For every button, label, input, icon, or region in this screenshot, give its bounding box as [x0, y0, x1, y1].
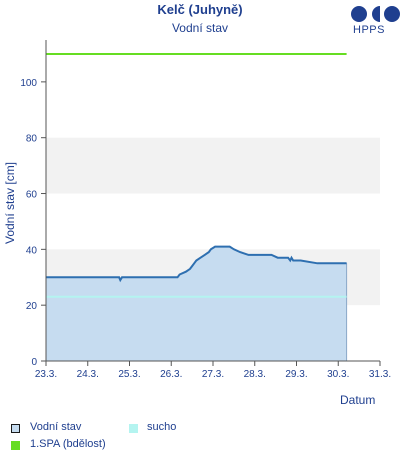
x-tick-label-7: 30.3. [327, 369, 349, 380]
x-tick-label-2: 25.3. [118, 369, 140, 380]
y-tick-label-100: 100 [20, 78, 37, 89]
legend-label-water-level: Vodní stav [30, 421, 82, 433]
y-ticks: 0 20 40 60 80 100 [20, 78, 46, 368]
reference-lines [46, 52, 347, 298]
water-level-area [46, 245, 348, 361]
x-ticks: 23.3. 24.3. 25.3. 26.3. 27.3. 28.3. 29.3. 30.3.… [35, 361, 391, 380]
x-tick-label-1: 24.3. [77, 369, 99, 380]
y-tick-label-60: 60 [26, 190, 38, 201]
water-level-line [46, 245, 347, 283]
legend-swatch-drought [129, 424, 138, 433]
x-axis-label: Datum [340, 393, 375, 407]
chart-subtitle: Vodní stav [171, 21, 229, 35]
x-tick-label-6: 29.3. [285, 369, 307, 380]
y-tick-label-40: 40 [26, 245, 38, 256]
logo-text: HPPS [353, 24, 385, 36]
y-tick-label-20: 20 [26, 301, 38, 312]
chart-title: Kelč (Juhyně) [157, 2, 243, 17]
y-tick-label-80: 80 [26, 134, 38, 145]
x-tick-label-3: 26.3. [160, 369, 182, 380]
hpps-logo [351, 6, 400, 22]
legend-swatch-water-level [11, 424, 20, 433]
legend-label-spa1: 1.SPA (bdělost) [30, 438, 106, 450]
legend-label-drought: sucho [147, 421, 177, 433]
x-tick-label-0: 23.3. [35, 369, 57, 380]
x-tick-label-5: 28.3. [244, 369, 266, 380]
x-tick-label-4: 27.3. [202, 369, 224, 380]
legend-swatch-spa1 [11, 441, 20, 450]
y-tick-label-0: 0 [31, 357, 37, 368]
y-axis-label: Vodní stav [cm] [3, 162, 17, 244]
grid-band-1 [46, 137, 380, 194]
water-level-fill [46, 246, 347, 361]
x-tick-label-8: 31.3. [369, 369, 391, 380]
